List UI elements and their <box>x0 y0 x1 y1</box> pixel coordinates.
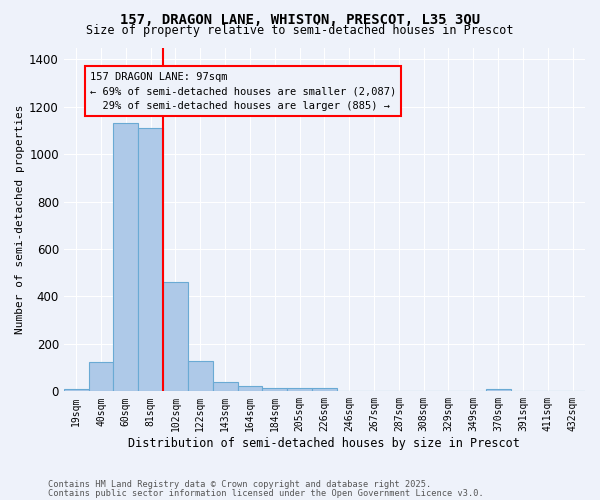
Bar <box>312 388 337 392</box>
Bar <box>188 360 212 392</box>
Bar <box>262 388 287 392</box>
Text: 157 DRAGON LANE: 97sqm
← 69% of semi-detached houses are smaller (2,087)
  29% o: 157 DRAGON LANE: 97sqm ← 69% of semi-det… <box>90 72 396 111</box>
Bar <box>113 124 138 392</box>
Bar <box>89 362 113 392</box>
Bar <box>212 382 238 392</box>
Text: Contains HM Land Registry data © Crown copyright and database right 2025.: Contains HM Land Registry data © Crown c… <box>48 480 431 489</box>
Bar <box>238 386 262 392</box>
Bar <box>163 282 188 392</box>
Y-axis label: Number of semi-detached properties: Number of semi-detached properties <box>15 104 25 334</box>
Bar <box>64 390 89 392</box>
Bar <box>287 388 312 392</box>
Text: 157, DRAGON LANE, WHISTON, PRESCOT, L35 3QU: 157, DRAGON LANE, WHISTON, PRESCOT, L35 … <box>120 12 480 26</box>
X-axis label: Distribution of semi-detached houses by size in Prescot: Distribution of semi-detached houses by … <box>128 437 520 450</box>
Text: Size of property relative to semi-detached houses in Prescot: Size of property relative to semi-detach… <box>86 24 514 37</box>
Bar <box>138 128 163 392</box>
Bar <box>486 390 511 392</box>
Text: Contains public sector information licensed under the Open Government Licence v3: Contains public sector information licen… <box>48 488 484 498</box>
